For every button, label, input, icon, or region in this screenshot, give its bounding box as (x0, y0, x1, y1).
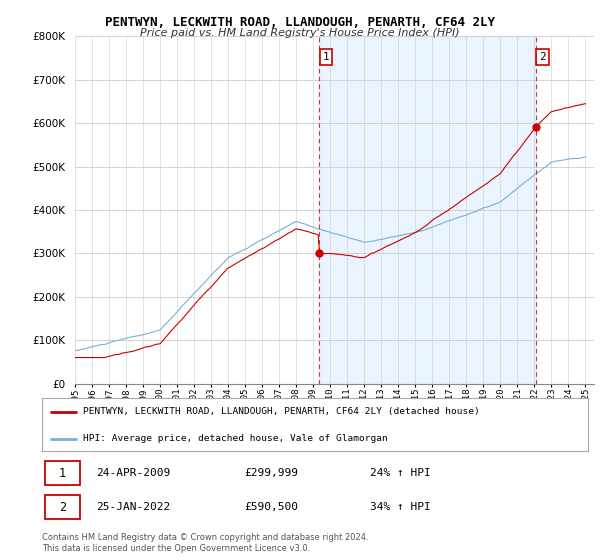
Text: £299,999: £299,999 (244, 468, 298, 478)
Text: 1: 1 (322, 52, 329, 62)
Text: 24% ↑ HPI: 24% ↑ HPI (370, 468, 430, 478)
Text: 25-JAN-2022: 25-JAN-2022 (97, 502, 171, 512)
Text: Contains HM Land Registry data © Crown copyright and database right 2024.
This d: Contains HM Land Registry data © Crown c… (42, 533, 368, 553)
Bar (319, 36, 536, 384)
Text: 1: 1 (59, 466, 66, 480)
Text: HPI: Average price, detached house, Vale of Glamorgan: HPI: Average price, detached house, Vale… (83, 434, 388, 443)
Text: 2: 2 (539, 52, 546, 62)
Text: £590,500: £590,500 (244, 502, 298, 512)
Text: 2: 2 (59, 501, 66, 514)
Text: 34% ↑ HPI: 34% ↑ HPI (370, 502, 430, 512)
Text: PENTWYN, LECKWITH ROAD, LLANDOUGH, PENARTH, CF64 2LY: PENTWYN, LECKWITH ROAD, LLANDOUGH, PENAR… (105, 16, 495, 29)
Text: 24-APR-2009: 24-APR-2009 (97, 468, 171, 478)
FancyBboxPatch shape (45, 496, 80, 519)
FancyBboxPatch shape (45, 461, 80, 485)
Text: Price paid vs. HM Land Registry's House Price Index (HPI): Price paid vs. HM Land Registry's House … (140, 28, 460, 38)
Text: PENTWYN, LECKWITH ROAD, LLANDOUGH, PENARTH, CF64 2LY (detached house): PENTWYN, LECKWITH ROAD, LLANDOUGH, PENAR… (83, 408, 480, 417)
